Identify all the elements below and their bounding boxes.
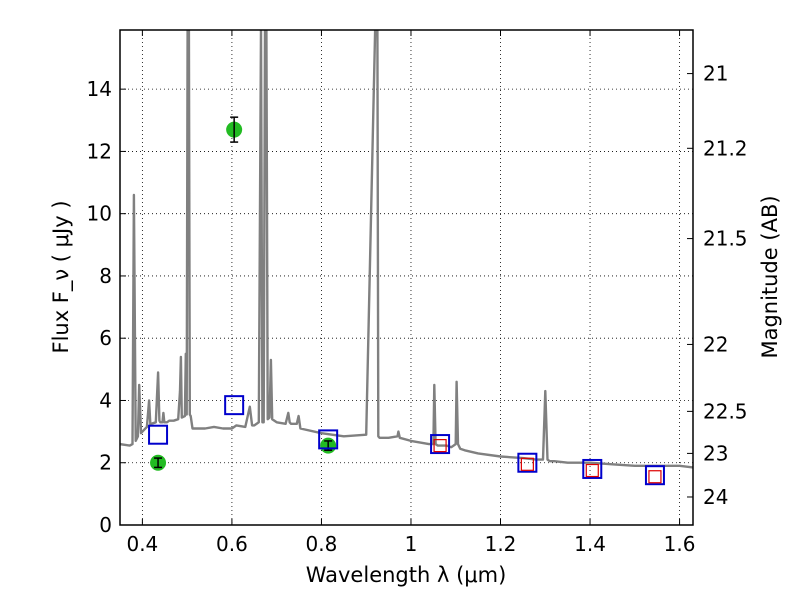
y-tick-label: 4 (99, 388, 112, 412)
model-photometry-square (644, 465, 665, 486)
model-photometry-square (582, 458, 603, 479)
y2-tick-label: 21.5 (703, 227, 748, 251)
y-tick-label: 12 (87, 139, 112, 163)
x-tick-label: 1.2 (485, 532, 517, 556)
y-tick-label: 8 (99, 264, 112, 288)
model-photometry-square (224, 395, 245, 416)
model-spectrum-layer (120, 30, 693, 469)
y-tick-label: 6 (99, 326, 112, 350)
right-y-axis-label: Magnitude (AB) (758, 195, 782, 358)
observed-photometry-square (520, 457, 534, 471)
observed-photometry-square (585, 463, 599, 478)
x-tick-label: 0.8 (306, 532, 338, 556)
y-tick-label: 2 (99, 451, 112, 475)
plot-frame (119, 29, 694, 526)
y-tick-label: 14 (87, 77, 112, 101)
observed-photometry-square (648, 470, 662, 484)
model-photometry-square (148, 424, 169, 445)
x-tick-label: 1.6 (664, 532, 696, 556)
y2-tick-label: 22.5 (703, 399, 748, 423)
observed-photometry-square (433, 439, 447, 453)
y2-tick-label: 22 (703, 332, 728, 356)
model-photometry-square (318, 429, 339, 450)
model-photometry-square (430, 434, 451, 455)
marker-layer (148, 116, 665, 486)
y-tick-label: 10 (87, 202, 112, 226)
x-tick-label: 0.4 (126, 532, 158, 556)
tick-layer: 0.4 0.6 0.8 1 1.2 1.4 1.6024681012142121.221.5… (87, 30, 748, 556)
y2-tick-label: 21 (703, 62, 728, 86)
plot-area-background (120, 30, 693, 525)
model-spectrum-line (120, 30, 693, 469)
model-photometry-square (517, 452, 538, 473)
x-tick-label: 0.6 (216, 532, 248, 556)
y2-tick-label: 24 (703, 485, 728, 509)
x-tick-label: 1.4 (574, 532, 606, 556)
y-axis-label: Flux F_ν ( μJy ) (49, 200, 74, 353)
y-tick-label: 0 (99, 513, 112, 537)
x-tick-label: 1 (405, 532, 418, 556)
y2-tick-label: 21.2 (703, 136, 748, 160)
y2-tick-label: 23 (703, 441, 728, 465)
x-axis-label: Wavelength λ (μm) (306, 563, 507, 587)
